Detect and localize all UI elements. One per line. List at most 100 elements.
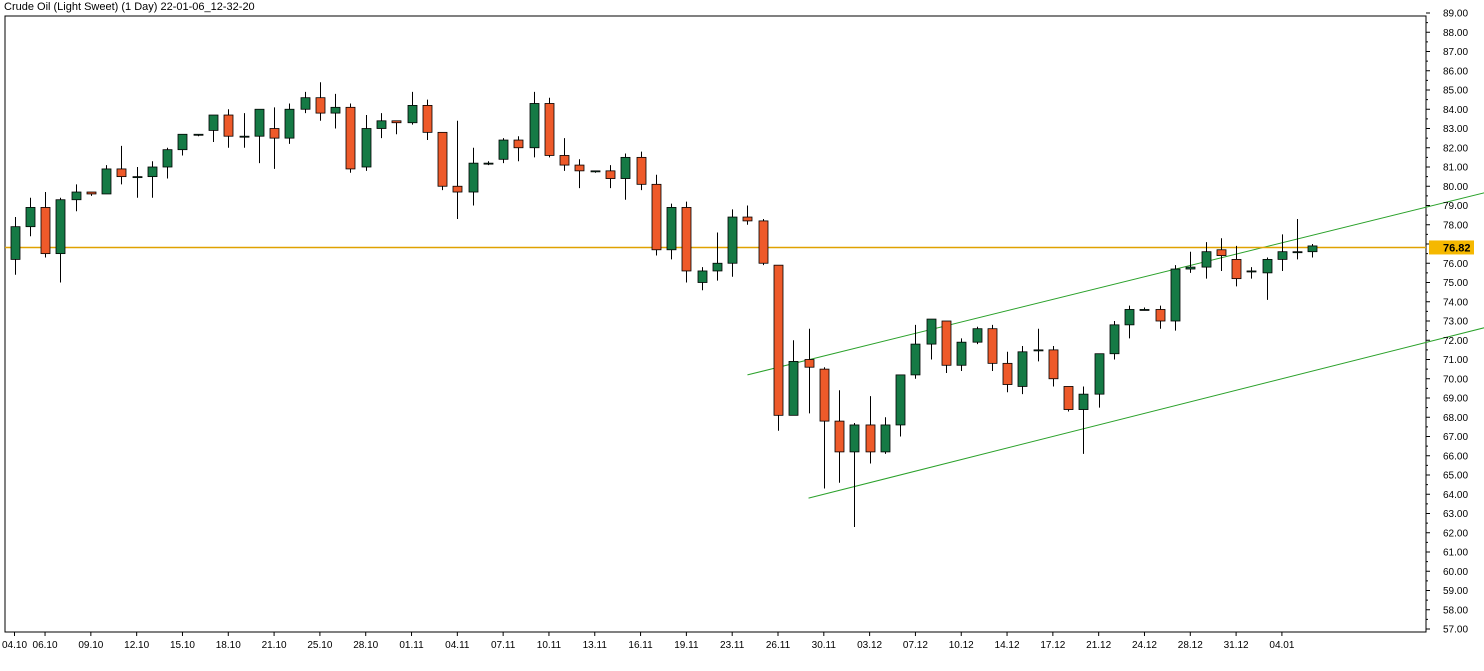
candle-body-down: [1231, 258, 1242, 280]
candle: [636, 151, 647, 191]
candle: [880, 417, 891, 454]
candle: [55, 197, 66, 283]
candle: [788, 340, 799, 416]
x-tick-label: 17.12: [1040, 640, 1065, 651]
candle: [666, 203, 677, 260]
candle: [544, 97, 555, 158]
candle-body-up: [1170, 268, 1181, 322]
y-tick-label: 81.00: [1443, 163, 1468, 174]
candle: [1277, 234, 1288, 271]
x-tick-label: 04.10: [2, 640, 27, 651]
chart-frame: [4, 15, 1427, 633]
candle-body-down: [804, 359, 815, 368]
y-tick-label: 65.00: [1443, 471, 1468, 482]
candle-body-down: [345, 106, 356, 170]
candle: [804, 328, 815, 414]
y-tick-label: 74.00: [1443, 297, 1468, 308]
candle: [987, 324, 998, 372]
candle-body-down: [269, 128, 280, 139]
candle-body-up: [498, 139, 509, 160]
candle-body-down: [559, 155, 570, 166]
candle-body-up: [712, 262, 723, 272]
y-tick-label: 80.00: [1443, 182, 1468, 193]
candle-body-up: [376, 120, 387, 129]
candle-body-up: [1033, 349, 1044, 352]
candle: [926, 318, 937, 360]
candle-body-up: [162, 149, 173, 168]
candle-body-up: [1246, 270, 1257, 273]
y-tick-label: 64.00: [1443, 490, 1468, 501]
candle: [315, 82, 326, 121]
candle: [498, 138, 509, 164]
candle-body-up: [590, 170, 601, 173]
y-axis: 57.00 58.00 59.00 60.00 61.00 62.00 63.00 64.00…: [1426, 9, 1474, 636]
candle: [773, 264, 784, 431]
candle-body-down: [391, 120, 402, 124]
y-tick-label: 72.00: [1443, 336, 1468, 347]
y-tick-label: 69.00: [1443, 394, 1468, 405]
candle-body-down: [742, 216, 753, 222]
y-tick-label: 57.00: [1443, 625, 1468, 636]
candle: [1124, 305, 1135, 339]
y-tick-label: 70.00: [1443, 374, 1468, 385]
candle: [25, 197, 36, 237]
candle: [437, 131, 448, 191]
candle: [10, 217, 21, 275]
y-tick-label: 71.00: [1443, 355, 1468, 366]
candle-body-up: [468, 162, 479, 193]
candle: [1063, 386, 1074, 412]
y-tick-label: 68.00: [1443, 413, 1468, 424]
candle-body-up: [1185, 266, 1196, 270]
x-tick-label: 10.12: [949, 640, 974, 651]
candle-body-up: [849, 424, 860, 453]
candle-body-up: [972, 328, 983, 343]
candle-body-up: [10, 226, 21, 260]
candle-body-up: [620, 156, 631, 179]
candle-body-down: [651, 183, 662, 251]
candle-body-up: [193, 133, 204, 136]
candle: [468, 147, 479, 206]
x-tick-label: 16.11: [628, 640, 653, 651]
candle: [1246, 267, 1257, 279]
candle-body-up: [1124, 309, 1135, 326]
candle: [819, 367, 830, 489]
x-tick-label: 07.11: [491, 640, 516, 651]
candle: [1170, 265, 1181, 331]
candle: [101, 165, 112, 195]
price-label-text: 76.82: [1443, 242, 1471, 254]
candle: [269, 107, 280, 169]
x-tick-label: 10.11: [537, 640, 562, 651]
y-tick-label: 89.00: [1443, 9, 1468, 20]
candle-body-up: [25, 207, 36, 228]
candle-body-down: [40, 207, 51, 255]
candle-body-up: [788, 361, 799, 416]
y-tick-label: 67.00: [1443, 432, 1468, 443]
candle: [697, 267, 708, 291]
candle-body-up: [132, 176, 143, 179]
candle-body-up: [1078, 393, 1089, 410]
y-tick-label: 87.00: [1443, 47, 1468, 58]
chart-title: Crude Oil (Light Sweet) (1 Day) 22-01-06…: [4, 1, 255, 13]
candle: [1002, 351, 1013, 393]
candle: [1048, 346, 1059, 387]
trend-line-2: [808, 327, 1484, 499]
x-tick-label: 18.10: [216, 640, 241, 651]
candle-body-up: [71, 191, 82, 201]
candle: [1262, 257, 1273, 300]
y-tick-label: 88.00: [1443, 28, 1468, 39]
y-tick-label: 85.00: [1443, 86, 1468, 97]
x-tick-label: 28.10: [353, 640, 378, 651]
candle-body-down: [86, 191, 97, 195]
y-tick-label: 83.00: [1443, 124, 1468, 135]
x-tick-label: 13.11: [583, 640, 608, 651]
candle: [40, 192, 51, 258]
candle-body-up: [55, 199, 66, 255]
candle-body-down: [834, 420, 845, 453]
y-tick-label: 73.00: [1443, 317, 1468, 328]
candle-body-down: [1155, 309, 1166, 322]
candle-body-up: [926, 318, 937, 345]
candle-body-up: [300, 97, 311, 110]
candle-body-up: [910, 343, 921, 376]
candle-body-up: [330, 106, 341, 114]
